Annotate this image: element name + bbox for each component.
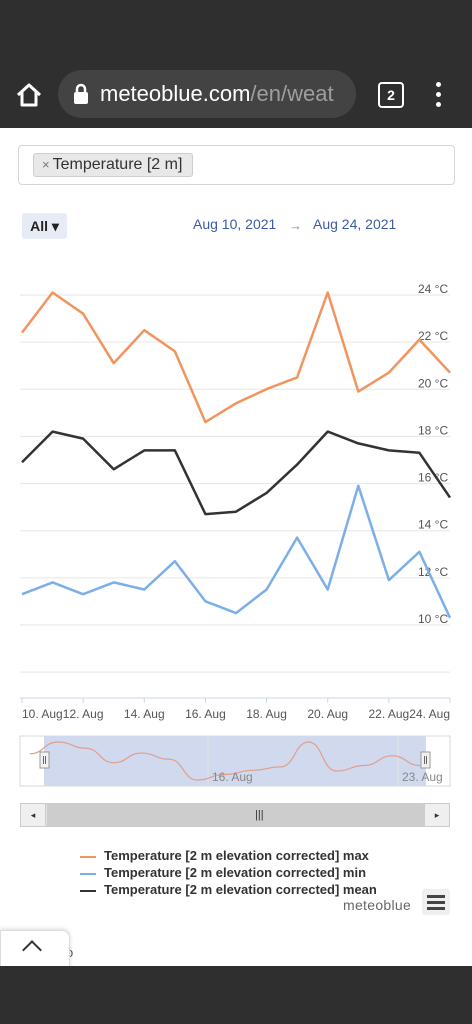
system-navigation-bar (0, 966, 472, 1024)
series-min-line[interactable] (21, 484, 452, 619)
legend-swatch (80, 855, 96, 858)
legend-label: Temperature [2 m elevation corrected] me… (104, 882, 377, 897)
x-tick-label: 14. Aug (124, 707, 165, 721)
x-tick-label: 20. Aug (307, 707, 348, 721)
collapse-panel-button[interactable] (0, 930, 70, 966)
legend-swatch (80, 872, 96, 875)
chip-remove-icon[interactable]: × (42, 157, 50, 172)
variable-filter-input[interactable]: × Temperature [2 m] (18, 145, 455, 185)
browser-toolbar: meteoblue.com/en/weat 2 (0, 0, 472, 128)
lock-icon (74, 83, 88, 104)
x-axis-ticks: 10. Aug 12. Aug 14. Aug 16. Aug 18. Aug 20. A… (21, 698, 451, 721)
grip-icon: ||| (255, 809, 264, 821)
x-tick-label: 10. Aug (22, 707, 63, 721)
tab-switcher-button[interactable]: 2 (378, 82, 404, 108)
navigator-mask[interactable] (44, 736, 426, 786)
y-axis-ticks: 10 °C 12 °C 14 °C 16 °C 18 °C 20 °C 22 °C 24 °C (418, 282, 448, 626)
scrollbar-thumb[interactable]: ||| (47, 804, 425, 826)
navigator-series (29, 741, 421, 781)
date-from-input[interactable]: Aug 10, 2021 (193, 216, 277, 232)
chip-label: Temperature [2 m] (52, 156, 183, 173)
legend-label: Temperature [2 m elevation corrected] mi… (104, 865, 367, 880)
y-tick-label: 12 °C (418, 565, 448, 579)
series-mean-line[interactable] (21, 430, 452, 516)
navigator-left-handle[interactable] (39, 751, 50, 769)
home-icon[interactable] (14, 80, 44, 110)
navigator-label: 23. Aug (402, 770, 443, 784)
legend-label: Temperature [2 m elevation corrected] ma… (104, 848, 369, 863)
legend-swatch (80, 889, 96, 892)
navigator-label: 16. Aug (212, 770, 253, 784)
legend-item-mean[interactable]: Temperature [2 m elevation corrected] me… (80, 882, 377, 899)
y-tick-label: 14 °C (418, 518, 448, 532)
x-tick-label: 18. Aug (246, 707, 287, 721)
y-tick-label: 16 °C (418, 471, 448, 485)
range-selector-button[interactable]: All ▾ (22, 213, 67, 239)
variable-chip[interactable]: × Temperature [2 m] (33, 153, 194, 177)
chevron-up-icon (22, 940, 42, 960)
meteoblue-logo[interactable]: meteoblue (343, 897, 412, 913)
legend-item-min[interactable]: Temperature [2 m elevation corrected] mi… (80, 865, 377, 882)
chart-legend: Temperature [2 m elevation corrected] ma… (80, 848, 377, 899)
navigator-scrollbar[interactable]: ◂ ||| ▸ (20, 803, 450, 827)
x-tick-label: 22. Aug (368, 707, 409, 721)
date-to-input[interactable]: Aug 24, 2021 (313, 216, 397, 232)
y-tick-label: 20 °C (418, 376, 448, 390)
chart-series (21, 291, 452, 619)
page-content: × Temperature [2 m] All ▾ Aug 10, 2021 → … (0, 128, 472, 966)
url-path: /en/weat (250, 81, 334, 106)
y-tick-label: 24 °C (418, 282, 448, 296)
url-host: meteoblue.com (100, 81, 251, 106)
url-text[interactable]: meteoblue.com/en/weat (100, 80, 334, 108)
x-tick-label: 12. Aug (63, 707, 104, 721)
y-tick-label: 22 °C (418, 329, 448, 343)
temperature-chart: 10 °C 12 °C 14 °C 16 °C 18 °C 20 °C 22 °C 24 °C… (19, 282, 452, 787)
chart-menu-icon[interactable] (422, 889, 450, 915)
y-tick-label: 18 °C (418, 423, 448, 437)
browser-menu-icon[interactable] (428, 80, 448, 110)
chart-grid (20, 294, 450, 673)
range-arrow: → (289, 218, 302, 233)
series-max-line[interactable] (21, 291, 451, 424)
scroll-left-icon[interactable]: ◂ (21, 804, 46, 826)
x-tick-label: 16. Aug (185, 707, 226, 721)
x-tick-label: 24. Aug (409, 707, 450, 721)
navigator-right-handle[interactable] (420, 751, 431, 769)
scroll-right-icon[interactable]: ▸ (424, 804, 449, 826)
y-tick-label: 10 °C (418, 612, 448, 626)
legend-item-max[interactable]: Temperature [2 m elevation corrected] ma… (80, 848, 377, 865)
navigator[interactable]: 16. Aug 23. Aug (19, 735, 451, 787)
address-bar[interactable] (58, 70, 356, 118)
